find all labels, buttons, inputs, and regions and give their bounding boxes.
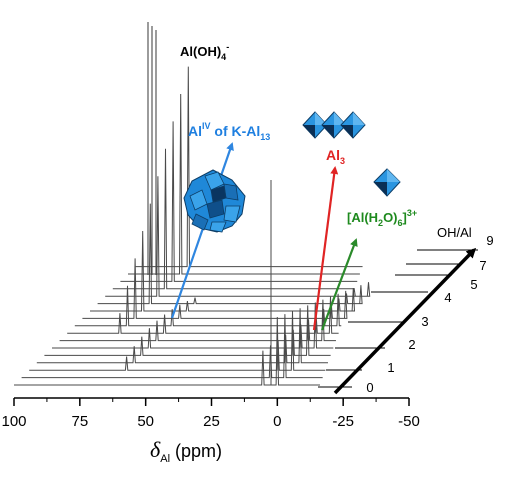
depth-tick-label: 9 bbox=[486, 233, 493, 248]
depth-axis-label: OH/Al bbox=[437, 225, 472, 240]
al3-label: Al3 bbox=[326, 147, 345, 166]
depth-axis-arrow bbox=[333, 247, 477, 395]
x-tick-label: -25 bbox=[332, 413, 354, 430]
al13-keggin-illustration bbox=[183, 169, 246, 233]
spectrum-line bbox=[74, 285, 342, 327]
al3-trimer-illustration bbox=[302, 111, 366, 139]
x-axis: 100 75 50 25 0 -25 -50 bbox=[1, 397, 420, 430]
al3-arrow bbox=[312, 166, 339, 331]
spectrum-line bbox=[52, 302, 334, 349]
spectrum-line bbox=[90, 230, 356, 312]
spectrum-line bbox=[105, 176, 371, 297]
depth-tick-label: 2 bbox=[408, 337, 415, 352]
al13-arrow bbox=[170, 142, 234, 319]
depth-tick-label: 5 bbox=[470, 277, 477, 292]
x-axis-title: δAl (ppm) bbox=[150, 437, 222, 465]
spectrum-line bbox=[128, 93, 360, 275]
depth-tick-label: 1 bbox=[387, 360, 394, 375]
al-octahedron-illustration bbox=[373, 168, 401, 197]
spectrum-line bbox=[112, 148, 355, 290]
x-axis-title-unit: (ppm) bbox=[175, 441, 222, 461]
x-tick-label: 25 bbox=[203, 413, 220, 430]
spectrum-line bbox=[120, 121, 358, 282]
x-tick-label: 75 bbox=[71, 413, 88, 430]
depth-tick-label: 0 bbox=[366, 380, 373, 395]
al13-label: AlIV of K-Al13 bbox=[188, 121, 270, 142]
x-tick-label: 100 bbox=[1, 413, 26, 430]
x-axis-title-subscript: Al bbox=[160, 453, 170, 465]
x-tick-label: -50 bbox=[398, 413, 420, 430]
depth-tick-label: 3 bbox=[421, 314, 428, 329]
depth-tick-label: 4 bbox=[444, 290, 451, 305]
spectrum-line bbox=[59, 299, 336, 342]
spectrum-line bbox=[14, 316, 320, 386]
x-axis-title-delta: δ bbox=[150, 437, 161, 462]
depth-tick-label: 7 bbox=[479, 258, 486, 273]
spectrum-line bbox=[82, 258, 348, 319]
spectrum-line bbox=[135, 66, 363, 268]
aloh4-label: Al(OH)4- bbox=[180, 42, 229, 62]
x-tick-label: 50 bbox=[137, 413, 154, 430]
alh2o6-arrow bbox=[320, 238, 358, 331]
spectra-group bbox=[14, 22, 371, 386]
spectrum-line bbox=[21, 314, 323, 379]
spectrum-line bbox=[67, 296, 339, 334]
alh2o6-label: [Al(H2O)6]3+ bbox=[347, 208, 417, 228]
x-tick-label: 0 bbox=[273, 413, 281, 430]
